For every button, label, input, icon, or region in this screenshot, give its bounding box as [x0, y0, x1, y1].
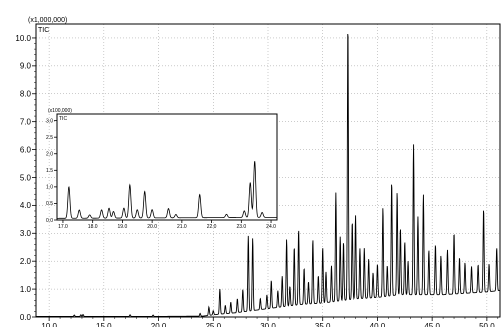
main-y-tick-label: 1.0: [20, 285, 32, 294]
main-y-tick-label: 6.0: [20, 145, 32, 154]
inset-plot-area: [57, 114, 277, 220]
inset-y-tick-label: 0.5: [46, 201, 53, 207]
inset-y-tick-label: 1.0: [46, 185, 53, 191]
inset-scale-label: (x100,000): [48, 108, 72, 114]
main-x-tick-label: 35.0: [315, 322, 331, 327]
inset-x-tick-label: 18.0: [88, 224, 98, 230]
inset-y-tick-label: 1.5: [46, 168, 53, 174]
inset-tic-trace: [57, 161, 277, 219]
main-x-tick-label: 25.0: [205, 322, 221, 327]
inset-x-tick-label: 23.0: [236, 224, 246, 230]
main-y-tick-label: 5.0: [20, 173, 32, 182]
inset-title: TIC: [59, 116, 67, 122]
main-y-tick-label: 9.0: [20, 62, 32, 71]
main-x-tick-label: 50.0: [479, 322, 495, 327]
inset-x-tick-label: 21.0: [177, 224, 187, 230]
inset-y-tick-label: 0.0: [46, 218, 53, 224]
main-x-tick-label: 45.0: [424, 322, 440, 327]
main-y-tick-label: 2.0: [20, 257, 32, 266]
main-x-tick-label: 20.0: [151, 322, 167, 327]
main-x-tick-label: 40.0: [370, 322, 386, 327]
main-tic-trace: [36, 33, 501, 317]
main-y-tick-label: 8.0: [20, 90, 32, 99]
inset-y-tick-label: 2.5: [46, 135, 53, 141]
inset-y-tick-label: 2.0: [46, 152, 53, 158]
inset-x-tick-label: 17.0: [58, 224, 68, 230]
inset-x-tick-label: 20.0: [147, 224, 157, 230]
main-x-tick-label: 30.0: [260, 322, 276, 327]
inset-y-tick-label: 3.0: [46, 118, 53, 124]
main-x-tick-label: 10.0: [41, 322, 57, 327]
inset-x-tick-label: 22.0: [207, 224, 217, 230]
main-y-tick-label: 3.0: [20, 229, 32, 238]
inset-plot: 0.0 0.5 1.0 1.5 2.0 2.5 3.0 17.0 18.0 19.0 20.0 21.…: [46, 108, 278, 230]
main-y-tick-label: 4.0: [20, 201, 32, 210]
main-x-tick-label: 15.0: [96, 322, 112, 327]
inset-x-tick-label: 19.0: [118, 224, 128, 230]
main-y-tick-label: 10.0: [15, 34, 31, 43]
main-scale-label: (x1,000,000): [28, 17, 67, 24]
main-y-tick-label: 0.0: [20, 313, 32, 322]
main-y-tick-label: 7.0: [20, 117, 32, 126]
inset-x-tick-label: 24.0: [266, 224, 276, 230]
main-title: TIC: [38, 27, 49, 34]
inset-plot-frame: [56, 113, 278, 221]
